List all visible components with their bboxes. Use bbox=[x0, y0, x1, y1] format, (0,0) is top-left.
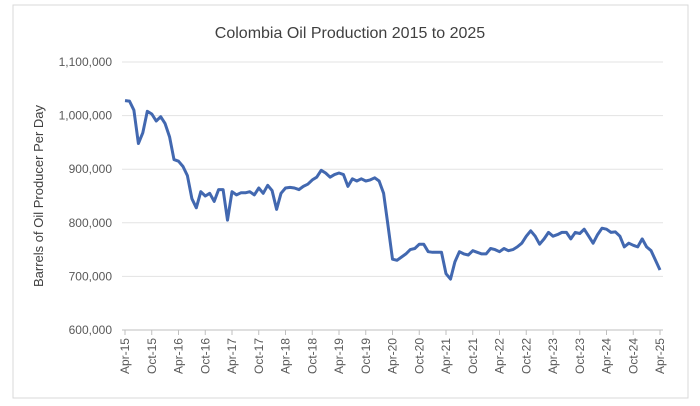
x-tick-label: Apr-23 bbox=[546, 338, 560, 374]
y-axis-title: Barrels of Oil Producer Per Day bbox=[31, 104, 46, 287]
x-tick-label: Apr-18 bbox=[279, 338, 293, 374]
y-tick-label: 700,000 bbox=[69, 269, 113, 283]
x-tick-label: Oct-24 bbox=[626, 338, 640, 374]
x-tick-label: Oct-21 bbox=[466, 338, 480, 374]
x-tick-label: Apr-20 bbox=[386, 338, 400, 374]
x-tick-label: Apr-16 bbox=[172, 338, 186, 374]
y-tick-label: 800,000 bbox=[69, 216, 113, 230]
x-tick-label: Apr-24 bbox=[600, 338, 614, 374]
y-tick-label: 1,000,000 bbox=[59, 109, 113, 123]
x-tick-label: Oct-18 bbox=[305, 338, 319, 374]
x-tick-label: Oct-19 bbox=[359, 338, 373, 374]
x-tick-label: Oct-20 bbox=[412, 338, 426, 374]
y-tick-label: 900,000 bbox=[69, 162, 113, 176]
x-tick-label: Apr-15 bbox=[118, 338, 132, 374]
series-line bbox=[124, 99, 662, 281]
chart-border bbox=[12, 4, 689, 399]
x-tick-label: Apr-19 bbox=[332, 338, 346, 374]
x-tick-label: Apr-17 bbox=[225, 338, 239, 374]
x-tick-label: Oct-16 bbox=[198, 338, 212, 374]
x-tick-label: Apr-22 bbox=[493, 338, 507, 374]
y-tick-label: 600,000 bbox=[69, 323, 113, 337]
x-tick-label: Oct-15 bbox=[145, 338, 159, 374]
x-tick-label: Oct-23 bbox=[573, 338, 587, 374]
x-tick-label: Oct-17 bbox=[252, 338, 266, 374]
x-tick-label: Apr-25 bbox=[653, 338, 667, 374]
y-tick-label: 1,100,000 bbox=[59, 55, 113, 69]
chart-title: Colombia Oil Production 2015 to 2025 bbox=[215, 25, 485, 42]
x-tick-label: Oct-22 bbox=[519, 338, 533, 374]
x-tick-label: Apr-21 bbox=[439, 338, 453, 374]
